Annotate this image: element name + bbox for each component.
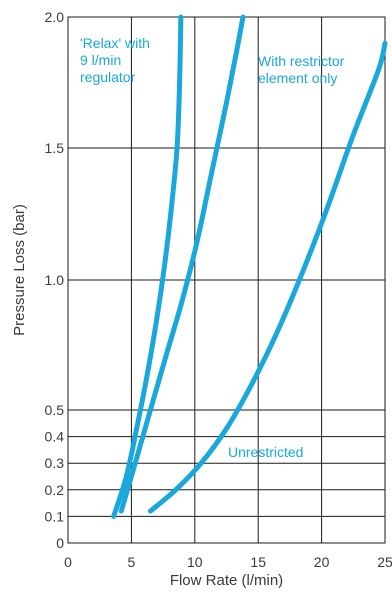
curve-labels: 'Relax' with 9 l/min regulator With restric… bbox=[80, 35, 345, 460]
curves bbox=[111, 14, 388, 519]
series-label-line: With restrictor bbox=[258, 53, 345, 69]
series-label-unrestricted: Unrestricted bbox=[228, 444, 303, 460]
series-label-line: element only bbox=[258, 70, 337, 86]
x-tick-label: 20 bbox=[314, 554, 330, 570]
series-label-relax: 'Relax' with 9 l/min regulator bbox=[80, 35, 150, 85]
y-tick-label: 0.4 bbox=[45, 429, 65, 445]
tick-labels: 0 5 10 15 20 25 0 0.1 0.2 0.3 0.4 0.5 1.0 1.5 2.0 bbox=[45, 9, 392, 570]
series-label-line: Unrestricted bbox=[228, 444, 303, 460]
y-tick-label: 0.3 bbox=[45, 455, 65, 471]
y-tick-label: 1.0 bbox=[45, 272, 65, 288]
series-label-line: 'Relax' with bbox=[80, 35, 150, 51]
x-tick-label: 25 bbox=[377, 554, 392, 570]
y-tick-label: 1.5 bbox=[45, 140, 65, 156]
x-tick-label: 5 bbox=[128, 554, 136, 570]
x-axis-title: Flow Rate (l/min) bbox=[170, 572, 283, 589]
y-tick-label: 0 bbox=[56, 535, 64, 551]
series-line-unrestricted bbox=[147, 40, 388, 514]
y-tick-label: 2.0 bbox=[45, 9, 65, 25]
y-tick-label: 0.2 bbox=[45, 482, 65, 498]
x-tick-label: 15 bbox=[250, 554, 266, 570]
series-line-restrictor bbox=[118, 14, 246, 514]
series-label-line: 9 l/min bbox=[80, 52, 121, 68]
y-tick-label: 0.5 bbox=[45, 402, 65, 418]
series-line-relax bbox=[111, 14, 184, 519]
y-tick-label: 0.1 bbox=[45, 508, 65, 524]
series-label-restrictor: With restrictor element only bbox=[258, 53, 345, 86]
x-tick-label: 10 bbox=[187, 554, 203, 570]
y-axis-title: Pressure Loss (bar) bbox=[11, 204, 28, 336]
series-label-line: regulator bbox=[80, 69, 136, 85]
x-tick-label: 0 bbox=[64, 554, 72, 570]
plot-frame bbox=[67, 16, 386, 544]
